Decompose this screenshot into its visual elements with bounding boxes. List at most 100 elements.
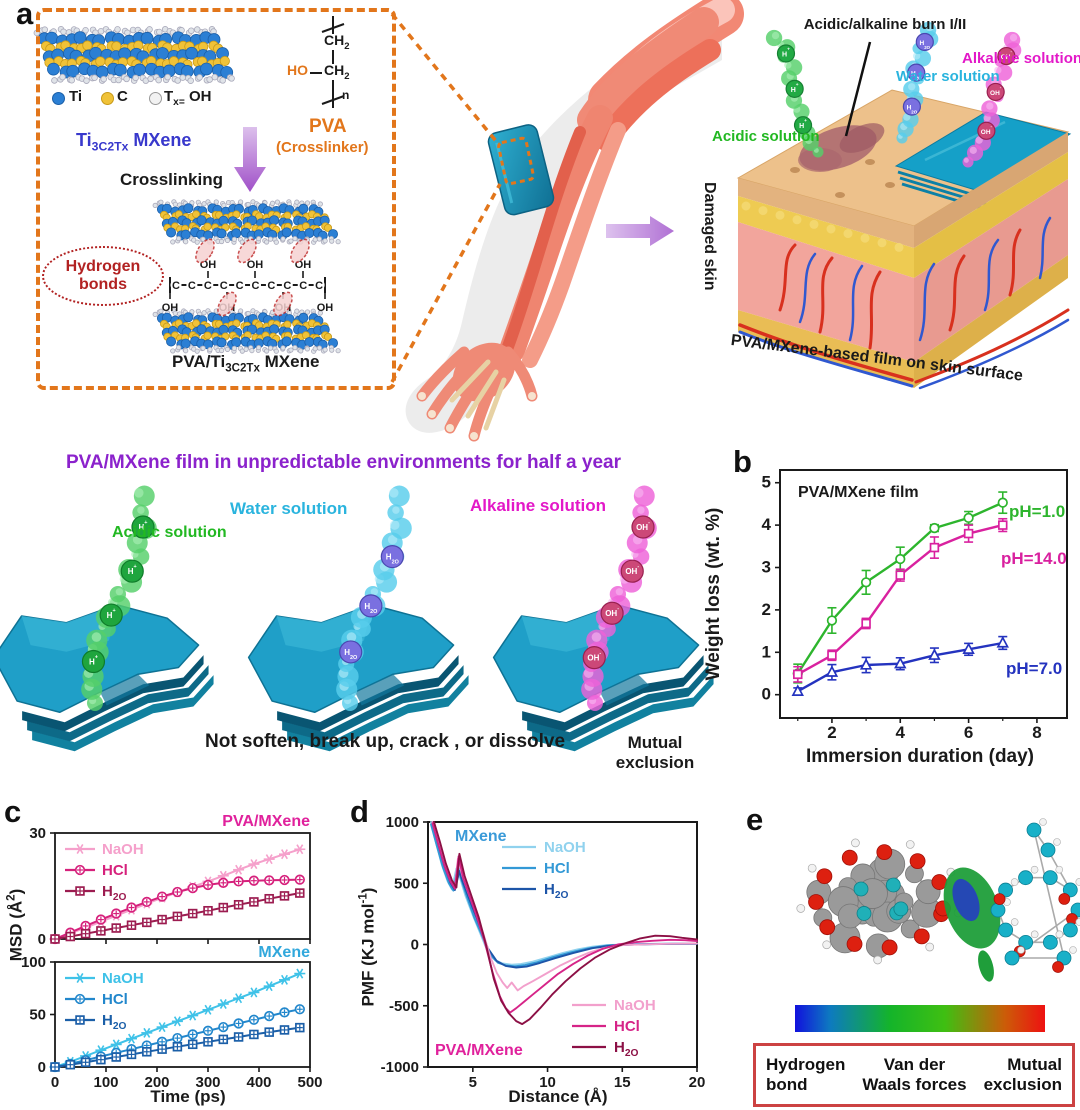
svg-text:8: 8	[1032, 723, 1041, 742]
svg-text:OH-​: OH-​	[1001, 49, 1013, 61]
svg-text:C: C	[267, 280, 275, 292]
mxene-name: Ti3C2Tx MXene	[76, 130, 192, 154]
alkaline-solution-label-mid: Alkaline solution	[470, 496, 607, 515]
svg-text:OH-​: OH-​	[981, 124, 993, 136]
svg-text:2: 2	[762, 600, 771, 619]
svg-text:-500: -500	[389, 998, 419, 1015]
svg-text:20: 20	[689, 1074, 706, 1091]
svg-text:400: 400	[246, 1074, 271, 1091]
svg-text:MXene: MXene	[455, 828, 507, 845]
svg-text:NaOH: NaOH	[544, 839, 586, 856]
mid-caption: Not soften, break up, crack , or dissolv…	[205, 731, 566, 752]
svg-text:C: C	[172, 280, 180, 292]
svg-text:300: 300	[195, 1074, 220, 1091]
panel-a-dashed-box	[36, 8, 396, 390]
svg-text:HCl: HCl	[614, 1018, 640, 1035]
svg-text:PVA/MXene: PVA/MXene	[222, 813, 310, 830]
svg-text:100: 100	[21, 954, 46, 971]
svg-text:H2O​: H2O​	[344, 648, 357, 661]
svg-text:C: C	[299, 280, 307, 292]
c-atom-legend-icon	[101, 92, 114, 105]
svg-text:pH=1.0: pH=1.0	[1009, 502, 1065, 521]
svg-text:0: 0	[38, 931, 46, 948]
svg-text:OH-​: OH-​	[990, 85, 1002, 97]
svg-text:NaOH: NaOH	[614, 997, 656, 1014]
svg-text:30: 30	[29, 825, 46, 842]
svg-text:1000: 1000	[386, 814, 419, 831]
svg-text:H2O​: H2O​	[102, 1012, 127, 1032]
panel-label-a: a	[16, 0, 34, 31]
svg-text:5: 5	[762, 473, 771, 492]
svg-text:3: 3	[762, 558, 771, 577]
svg-text:OH-​: OH-​	[625, 564, 639, 576]
product-label: PVA/Ti3C2Tx MXene	[172, 352, 320, 375]
legend-c-label: C	[117, 88, 128, 105]
pva-ch2-mid: CH2	[324, 62, 350, 82]
alkaline-solution-label-a: Alkaline solution	[962, 50, 1080, 67]
svg-text:HCl: HCl	[544, 860, 570, 877]
svg-text:-1000: -1000	[381, 1059, 419, 1076]
svg-text:HCl: HCl	[102, 991, 128, 1008]
chart-c-ylabel: MSD (Å2)	[5, 888, 26, 962]
svg-text:50: 50	[29, 1007, 46, 1024]
pva-ho: HO	[287, 62, 308, 78]
molecular-model-illustration	[796, 818, 1080, 982]
svg-text:OH: OH	[247, 259, 264, 271]
legend-ti-label: Ti	[69, 88, 83, 105]
svg-text:H2O​: H2O​	[614, 1039, 639, 1059]
chart-c-xlabel: Time (ps)	[150, 1087, 226, 1106]
svg-text:H2O​: H2O​	[907, 105, 918, 115]
interaction-legend-box: Hydrogen bond Van der Waals forces Mutua…	[753, 1043, 1075, 1107]
svg-text:H2O​: H2O​	[920, 40, 931, 50]
chart-b-xlabel: Immersion duration (day)	[805, 746, 1035, 767]
svg-text:OH-​: OH-​	[605, 606, 619, 618]
vdw-forces-label: Van der Waals forces	[862, 1055, 967, 1094]
svg-text:H+​: H+​	[89, 655, 98, 667]
svg-text:pH=7.0: pH=7.0	[1006, 659, 1062, 678]
svg-text:PVA/MXene: PVA/MXene	[435, 1042, 523, 1059]
svg-text:4: 4	[896, 723, 906, 742]
tx-atom-legend-icon	[149, 92, 162, 105]
svg-text:0: 0	[411, 937, 419, 954]
hydrogen-bond-label: Hydrogen bond	[766, 1055, 846, 1094]
water-solution-label-mid: Water solution	[230, 499, 348, 518]
svg-text:H+​: H+​	[139, 520, 148, 532]
svg-text:NaOH: NaOH	[102, 841, 144, 858]
svg-text:H+​: H+​	[799, 119, 807, 130]
skin-block-illustration: H+​ H+​ H+​ H2O​ H2O​ H2O​ OH-​ OH-​ OH-​	[736, 21, 1072, 390]
mutual-exclusion-box-label: Mutual exclusion	[983, 1055, 1062, 1094]
svg-text:H2O​: H2O​	[911, 71, 922, 81]
mid-title: PVA/MXene film in unpredictable environm…	[66, 452, 621, 473]
svg-text:H2O​: H2O​	[102, 883, 127, 903]
chart-d-xlabel: Distance (Å)	[508, 1087, 608, 1106]
svg-text:pH=14.0: pH=14.0	[1001, 549, 1067, 568]
film-environments-illustration: H+​ H+​ H+​ H+​ H2O​ H2O​ H2O​ OH-​ OH-​ OH-​ OH-​	[0, 485, 714, 752]
chart-d-ylabel: PMF (KJ mol-1)	[357, 887, 378, 1007]
hydrogen-bonds-badge: Hydrogen bonds	[42, 246, 164, 306]
acidic-solution-label-a: Acidic solution	[712, 128, 820, 145]
crosslinking-label: Crosslinking	[120, 170, 223, 189]
svg-text:PVA/MXene film: PVA/MXene film	[798, 484, 919, 501]
mxene-crosslink-illustration: CCCCCCCCCCOHOHOHOHOHOHOH	[33, 16, 345, 354]
hydrogen-bonds-label: Hydrogen bonds	[65, 258, 141, 293]
svg-text:0: 0	[38, 1059, 46, 1076]
chart-b-ylabel: Weight loss (wt. %)	[703, 507, 724, 681]
svg-text:4: 4	[762, 515, 772, 534]
interaction-colorbar	[795, 1005, 1045, 1032]
chart-msd: 0 30 NaOH HCl H2O​ PVA/MXene 0 100 200 300 400 500 0…	[21, 813, 323, 1091]
mutual-exclusion-label: Mutual exclusion	[615, 733, 695, 773]
svg-text:500: 500	[394, 875, 419, 892]
legend-tx-label: Tx= OH	[164, 88, 212, 108]
water-solution-label-a: Water solution	[896, 68, 1000, 85]
svg-text:0: 0	[51, 1074, 59, 1091]
svg-text:C: C	[252, 280, 260, 292]
svg-text:H2O​: H2O​	[544, 881, 569, 901]
pva-ch2-top: CH2	[324, 32, 350, 52]
ti-atom-legend-icon	[52, 92, 65, 105]
panel-label-b: b	[733, 444, 752, 479]
chart-pmf: 5 10 15 20 -1000 -500 0 500 1000 NaOH HCl H2O​ NaOH H…	[381, 814, 706, 1091]
svg-text:100: 100	[93, 1074, 118, 1091]
svg-text:15: 15	[614, 1074, 631, 1091]
pva-name: PVA	[309, 116, 347, 137]
pva-n: n	[342, 88, 350, 102]
